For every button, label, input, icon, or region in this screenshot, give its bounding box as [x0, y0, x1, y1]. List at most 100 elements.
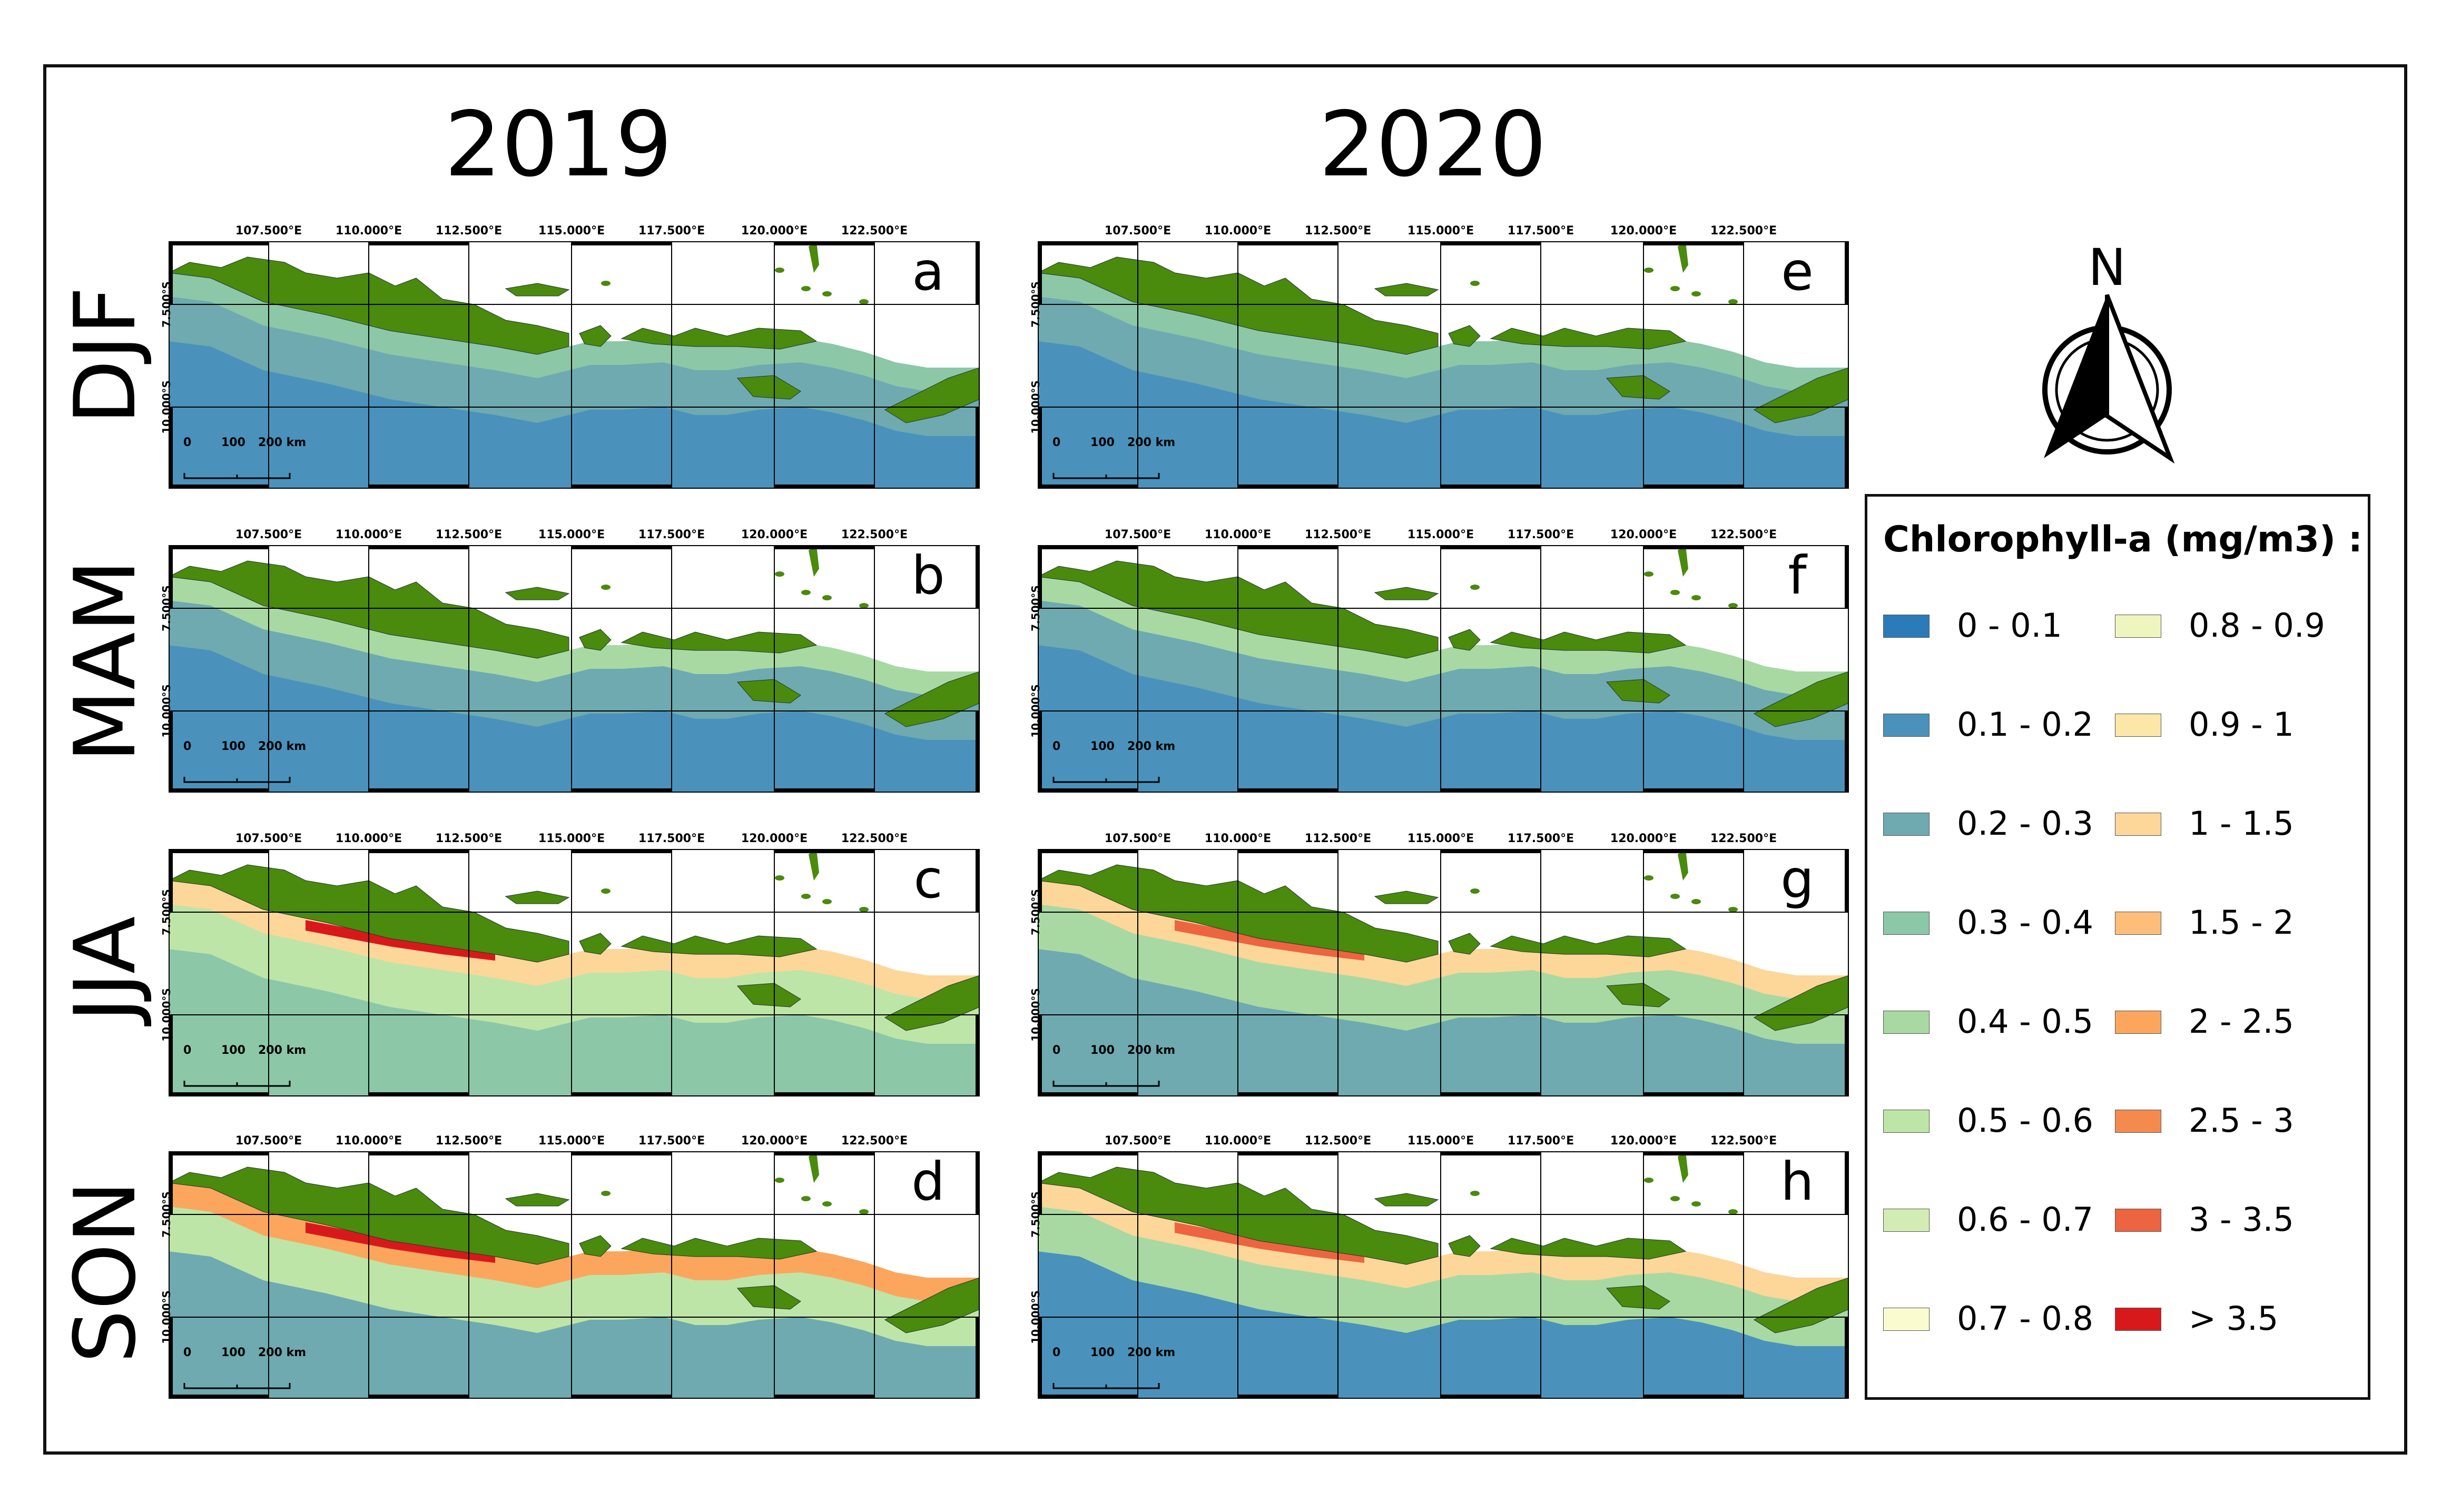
- bali-island: [1448, 629, 1481, 651]
- frame-tick: [1643, 1395, 1744, 1399]
- scale-bar-label: 200 km: [1127, 1044, 1176, 1057]
- legend-item: 0.6 - 0.7: [1883, 1201, 2094, 1238]
- scale-bar-label: 0: [183, 1044, 192, 1057]
- coastal-band: [1038, 273, 1849, 391]
- longitude-label: 120.000°E: [741, 224, 808, 238]
- legend-label: 0.4 - 0.5: [1957, 1002, 2093, 1041]
- sumba-island: [1606, 983, 1670, 1007]
- frame-tick: [572, 1151, 672, 1155]
- longitude-label: 115.000°E: [1407, 528, 1474, 541]
- bali-island: [579, 325, 612, 347]
- frame-tick: [1038, 407, 1042, 489]
- scale-bar-label: 0: [183, 436, 192, 449]
- latitude-label: 7.500°S: [160, 281, 173, 328]
- small-island: [601, 585, 611, 590]
- legend-label: 2 - 2.5: [2189, 1002, 2294, 1041]
- year-title-2019: 2019: [444, 93, 673, 197]
- longitude-label: 120.000°E: [1610, 528, 1677, 541]
- panel-letter: f: [1755, 549, 1839, 602]
- longitude-label: 112.500°E: [435, 224, 503, 238]
- frame-tick: [1643, 485, 1744, 489]
- lesser-sunda-islands: [1490, 328, 1687, 350]
- coastal-band: [1038, 577, 1849, 695]
- legend-swatch: [1883, 1209, 1930, 1232]
- latitude-label: 7.500°S: [1029, 585, 1042, 631]
- legend-swatch: [2115, 912, 2161, 935]
- sumba-island: [736, 679, 801, 704]
- bali-island: [579, 933, 612, 955]
- scale-bar: 0 100 200 km: [179, 740, 306, 772]
- longitude-label: 110.000°E: [335, 224, 402, 238]
- chlorophyll-map: [1038, 241, 1849, 489]
- small-island: [1678, 1151, 1688, 1183]
- longitude-label: 117.500°E: [638, 224, 705, 238]
- sumba-island: [1606, 375, 1670, 400]
- legend-swatch: [1883, 813, 1930, 836]
- frame-tick: [1038, 849, 1138, 853]
- frame-tick: [976, 1015, 980, 1096]
- small-island: [1670, 1196, 1680, 1201]
- timor-island: [884, 367, 980, 423]
- legend-item: 0.4 - 0.5: [1883, 1003, 2094, 1040]
- legend-label: 0.9 - 1: [2189, 705, 2294, 744]
- north-label: N: [2088, 238, 2126, 297]
- scale-bar-label: 100: [1090, 1044, 1115, 1057]
- latitude-label: 10.000°S: [1029, 1290, 1042, 1344]
- legend-item: 0.5 - 0.6: [1883, 1102, 2094, 1139]
- scale-bar-label: 0: [183, 1346, 192, 1359]
- frame-tick: [169, 545, 173, 608]
- small-island: [1691, 291, 1701, 297]
- madura-island: [505, 587, 570, 600]
- frame-tick: [1441, 1395, 1541, 1399]
- longitude-label: 112.500°E: [435, 1134, 503, 1148]
- longitude-label: 107.500°E: [235, 832, 302, 845]
- scale-bar-label: 200 km: [258, 1346, 307, 1359]
- chlorophyll-map: [169, 1151, 980, 1399]
- frame-tick: [1038, 1317, 1042, 1399]
- frame-tick: [572, 545, 672, 549]
- frame-tick: [774, 1092, 874, 1096]
- small-island: [859, 299, 869, 304]
- latitude-label: 7.500°S: [1029, 1191, 1042, 1238]
- longitude-label: 107.500°E: [235, 1134, 302, 1148]
- timor-island: [884, 1277, 980, 1333]
- legend-label: 1.5 - 2: [2189, 903, 2294, 942]
- small-island: [775, 1178, 784, 1183]
- scale-bar: 0 100 200 km: [1048, 1346, 1175, 1378]
- small-island: [1470, 1191, 1480, 1196]
- small-island: [1691, 899, 1701, 904]
- year-title-2020: 2020: [1318, 93, 1547, 197]
- legend-label: 0.6 - 0.7: [1957, 1200, 2093, 1239]
- latitude-label: 10.000°S: [160, 1290, 173, 1344]
- longitude-label: 117.500°E: [638, 1134, 705, 1148]
- longitude-label: 120.000°E: [1610, 832, 1677, 845]
- legend-item: 0.8 - 0.9: [2115, 607, 2326, 644]
- small-island: [822, 595, 832, 600]
- legend-item: 0.9 - 1: [2115, 706, 2326, 743]
- frame-tick: [572, 1395, 672, 1399]
- chlorophyll-map: [1038, 545, 1849, 793]
- madura-island: [505, 891, 570, 904]
- sumba-island: [1606, 1285, 1670, 1310]
- legend-swatch: [1883, 1308, 1930, 1331]
- longitude-label: 120.000°E: [741, 528, 808, 541]
- latitude-label: 10.000°S: [160, 988, 173, 1042]
- small-island: [822, 1201, 832, 1207]
- coastal-band: [169, 881, 980, 999]
- frame-tick: [169, 241, 173, 304]
- lesser-sunda-islands: [1490, 935, 1687, 957]
- lesser-sunda-islands: [621, 1238, 818, 1260]
- legend-item: 0.3 - 0.4: [1883, 904, 2094, 941]
- chlorophyll-map: [169, 545, 980, 793]
- small-island: [859, 907, 869, 912]
- frame-tick: [1643, 241, 1744, 245]
- frame-tick: [1038, 241, 1042, 304]
- longitude-label: 112.500°E: [1304, 528, 1372, 541]
- small-island: [801, 894, 811, 899]
- legend-swatch: [2115, 714, 2161, 737]
- timor-island: [1753, 975, 1849, 1031]
- frame-tick: [976, 1151, 980, 1214]
- timor-island: [1753, 671, 1849, 727]
- small-island: [601, 281, 611, 286]
- longitude-label: 122.500°E: [841, 224, 908, 238]
